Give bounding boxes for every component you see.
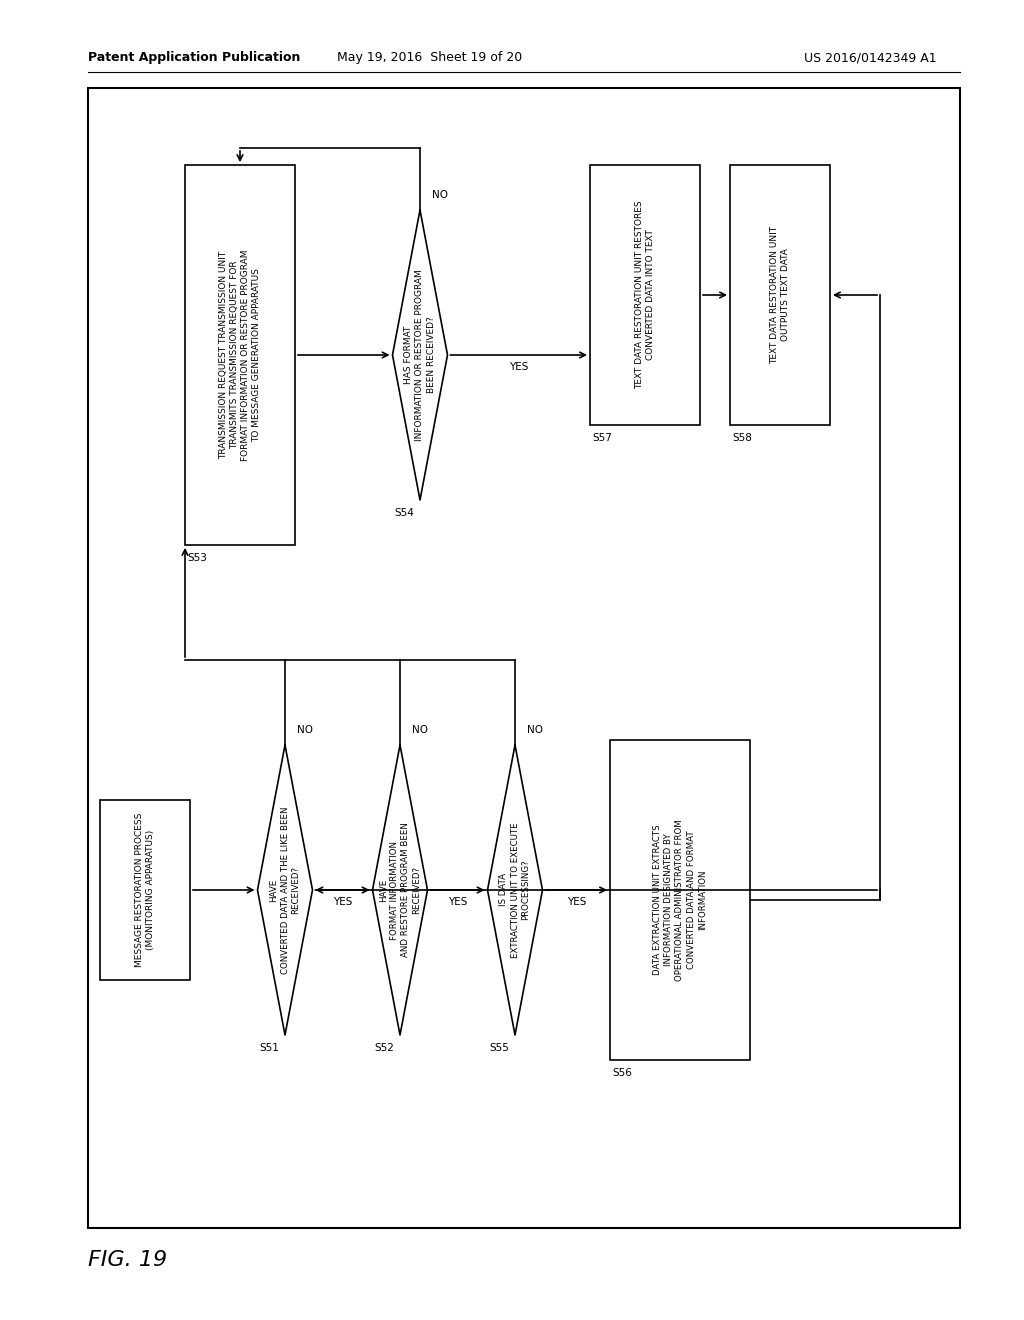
Polygon shape	[392, 210, 447, 500]
Bar	[100, 800, 190, 979]
Text: TEXT DATA RESTORATION UNIT
OUTPUTS TEXT DATA: TEXT DATA RESTORATION UNIT OUTPUTS TEXT …	[770, 226, 791, 364]
Text: Patent Application Publication: Patent Application Publication	[88, 51, 300, 65]
Text: HAVE
CONVERTED DATA AND THE LIKE BEEN
RECEIVED?: HAVE CONVERTED DATA AND THE LIKE BEEN RE…	[269, 807, 301, 974]
Text: DATA EXTRACTION UNIT EXTRACTS
INFORMATION DESIGNATED BY
OPERATIONAL ADMINISTRATO: DATA EXTRACTION UNIT EXTRACTS INFORMATIO…	[653, 820, 707, 981]
Text: US 2016/0142349 A1: US 2016/0142349 A1	[804, 51, 936, 65]
Bar	[590, 165, 700, 425]
Text: YES: YES	[447, 898, 467, 907]
Text: S51: S51	[259, 1043, 280, 1053]
Text: NO: NO	[527, 725, 543, 735]
Bar	[185, 165, 295, 545]
Text: HAVE
FORMAT INFORMATION
AND RESTORE PROGRAM BEEN
RECEIVED?: HAVE FORMAT INFORMATION AND RESTORE PROG…	[379, 822, 421, 957]
Text: May 19, 2016  Sheet 19 of 20: May 19, 2016 Sheet 19 of 20	[337, 51, 522, 65]
Text: YES: YES	[509, 362, 528, 372]
Text: S58: S58	[732, 433, 752, 444]
Text: YES: YES	[333, 898, 352, 907]
Bar	[730, 165, 830, 425]
Text: MESSAGE RESTORATION PROCESS
(MONITORING APPARATUS): MESSAGE RESTORATION PROCESS (MONITORING …	[135, 813, 155, 968]
Text: FIG. 19: FIG. 19	[88, 1250, 167, 1270]
Text: S56: S56	[612, 1068, 632, 1078]
Text: S53: S53	[187, 553, 207, 564]
Text: HAS FORMAT
INFORMATION OR RESTORE PROGRAM
BEEN RECEIVED?: HAS FORMAT INFORMATION OR RESTORE PROGRA…	[404, 269, 435, 441]
Text: S55: S55	[489, 1043, 509, 1053]
Text: NO: NO	[412, 725, 428, 735]
Bar	[610, 741, 750, 1060]
Text: YES: YES	[566, 898, 586, 907]
Text: TRANSMISSION REQUEST TRANSMISSION UNIT
TRANSMITS TRANSMISSION REQUEST FOR
FORMAT: TRANSMISSION REQUEST TRANSMISSION UNIT T…	[219, 249, 261, 461]
Polygon shape	[373, 744, 427, 1035]
Text: IS DATA
EXTRACTION UNIT TO EXECUTE
PROCESSING?: IS DATA EXTRACTION UNIT TO EXECUTE PROCE…	[500, 822, 530, 958]
Text: S57: S57	[592, 433, 612, 444]
Polygon shape	[257, 744, 312, 1035]
Bar	[88, 88, 961, 1228]
Text: S54: S54	[394, 508, 415, 517]
Text: NO: NO	[297, 725, 313, 735]
Text: S52: S52	[375, 1043, 394, 1053]
Polygon shape	[487, 744, 543, 1035]
Text: NO: NO	[432, 190, 449, 201]
Text: TEXT DATA RESTORATION UNIT RESTORES
CONVERTED DATA INTO TEXT: TEXT DATA RESTORATION UNIT RESTORES CONV…	[635, 201, 655, 389]
